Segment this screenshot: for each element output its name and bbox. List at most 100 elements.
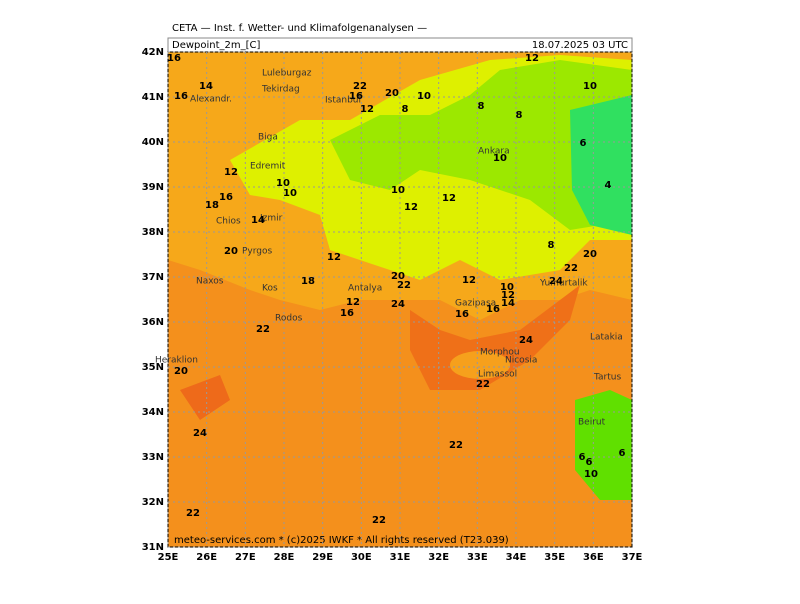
lon-label: 36E: [583, 552, 604, 563]
lon-label: 27E: [235, 552, 256, 563]
place-label: Yumurtalik: [539, 279, 588, 289]
contour-label: 12: [404, 202, 418, 213]
place-label: Chios: [216, 217, 241, 227]
contour-label: 4: [605, 180, 612, 191]
parameter: Dewpoint_2m_[C]: [172, 40, 261, 51]
land-deepgreen: [570, 95, 632, 235]
land-green: [330, 60, 632, 230]
lon-label: 28E: [274, 552, 295, 563]
contour-label: 20: [174, 366, 188, 377]
contour-label: 6: [579, 452, 586, 463]
contour-label: 16: [486, 304, 500, 315]
lat-label: 32N: [142, 497, 164, 508]
contour-label: 12: [442, 193, 456, 204]
contour-label: 16: [167, 53, 181, 64]
place-label: Nicosia: [505, 356, 537, 366]
place-label: Antalya: [348, 284, 382, 294]
contour-label: 24: [193, 428, 207, 439]
footer: meteo-services.com * (c)2025 IWKF * All …: [174, 535, 509, 546]
place-label: Naxos: [196, 277, 224, 287]
lat-label: 39N: [142, 182, 164, 193]
lat-label: 37N: [142, 272, 164, 283]
contour-label: 12: [501, 290, 515, 301]
contour-label: 10: [500, 282, 514, 293]
lon-label: 30E: [351, 552, 372, 563]
contour-label: 20: [385, 88, 399, 99]
lat-label: 34N: [142, 407, 164, 418]
place-label: Beirut: [578, 418, 606, 428]
contour-label: 12: [346, 297, 360, 308]
lon-label: 25E: [158, 552, 179, 563]
contour-label: 6: [586, 457, 593, 468]
lat-label: 33N: [142, 452, 164, 463]
contour-label: 22: [372, 515, 386, 526]
place-label: Tekirdag: [261, 85, 300, 95]
contour-label: 8: [402, 104, 409, 115]
lat-label: 31N: [142, 542, 164, 553]
contour-label: 12: [462, 275, 476, 286]
place-label: Pyrgos: [242, 247, 273, 257]
contour-label: 16: [349, 91, 363, 102]
contour-label: 10: [493, 153, 507, 164]
contour-label: 10: [276, 178, 290, 189]
contour-label: 8: [548, 240, 555, 251]
lon-label: 35E: [544, 552, 565, 563]
lat-label: 38N: [142, 227, 164, 238]
lon-label: 34E: [506, 552, 527, 563]
place-label: Limassol: [478, 370, 517, 380]
place-label: Luleburgaz: [262, 69, 312, 79]
contour-label: 12: [525, 53, 539, 64]
contour-label: 14: [199, 81, 213, 92]
contour-label: 22: [186, 508, 200, 519]
lat-label: 41N: [142, 92, 164, 103]
lon-label: 26E: [196, 552, 217, 563]
lon-label: 37E: [622, 552, 643, 563]
contour-label: 24: [391, 299, 405, 310]
contour-label: 22: [564, 263, 578, 274]
lon-label: 33E: [467, 552, 488, 563]
contour-label: 12: [327, 252, 341, 263]
contour-label: 20: [224, 246, 238, 257]
contour-label: 10: [283, 188, 297, 199]
place-label: Gazipasa: [455, 299, 496, 309]
contour-label: 18: [205, 200, 219, 211]
place-label: Alexandr.: [190, 95, 232, 105]
contour-label: 12: [360, 104, 374, 115]
levant-green: [575, 390, 632, 500]
contour-label: 22: [256, 324, 270, 335]
lat-label: 42N: [142, 47, 164, 58]
valid-time: 18.07.2025 03 UTC: [532, 40, 628, 51]
contour-label: 16: [340, 308, 354, 319]
lat-label: 40N: [142, 137, 164, 148]
lon-label: 31E: [390, 552, 411, 563]
contour-label: 16: [219, 192, 233, 203]
contour-label: 20: [583, 249, 597, 260]
lat-label: 36N: [142, 317, 164, 328]
contour-label: 10: [583, 81, 597, 92]
place-label: Ankara: [478, 147, 510, 157]
contour-label: 22: [353, 81, 367, 92]
cyprus: [450, 351, 510, 379]
lon-label: 29E: [312, 552, 333, 563]
place-label: Edremit: [250, 162, 286, 172]
contour-label: 6: [619, 448, 626, 459]
place-label: Morphou: [480, 348, 520, 358]
contour-label: 6: [580, 138, 587, 149]
contour-label: 22: [397, 280, 411, 291]
contour-label: 12: [224, 167, 238, 178]
contour-label: 10: [584, 469, 598, 480]
place-label: Izmir: [260, 214, 283, 224]
contour-label: 14: [251, 215, 265, 226]
place-label: Tartus: [593, 373, 621, 383]
contour-label: 18: [301, 276, 315, 287]
contour-label: 24: [549, 276, 563, 287]
header-title: CETA — Inst. f. Wetter- und Klimafolgena…: [172, 23, 427, 34]
lat-label: 35N: [142, 362, 164, 373]
place-label: Biga: [258, 133, 278, 143]
contour-label: 16: [174, 91, 188, 102]
contour-label: 24: [519, 335, 533, 346]
place-label: Heraklion: [155, 356, 198, 366]
field: [168, 52, 632, 547]
contour-label: 10: [391, 185, 405, 196]
contour-label: 22: [449, 440, 463, 451]
